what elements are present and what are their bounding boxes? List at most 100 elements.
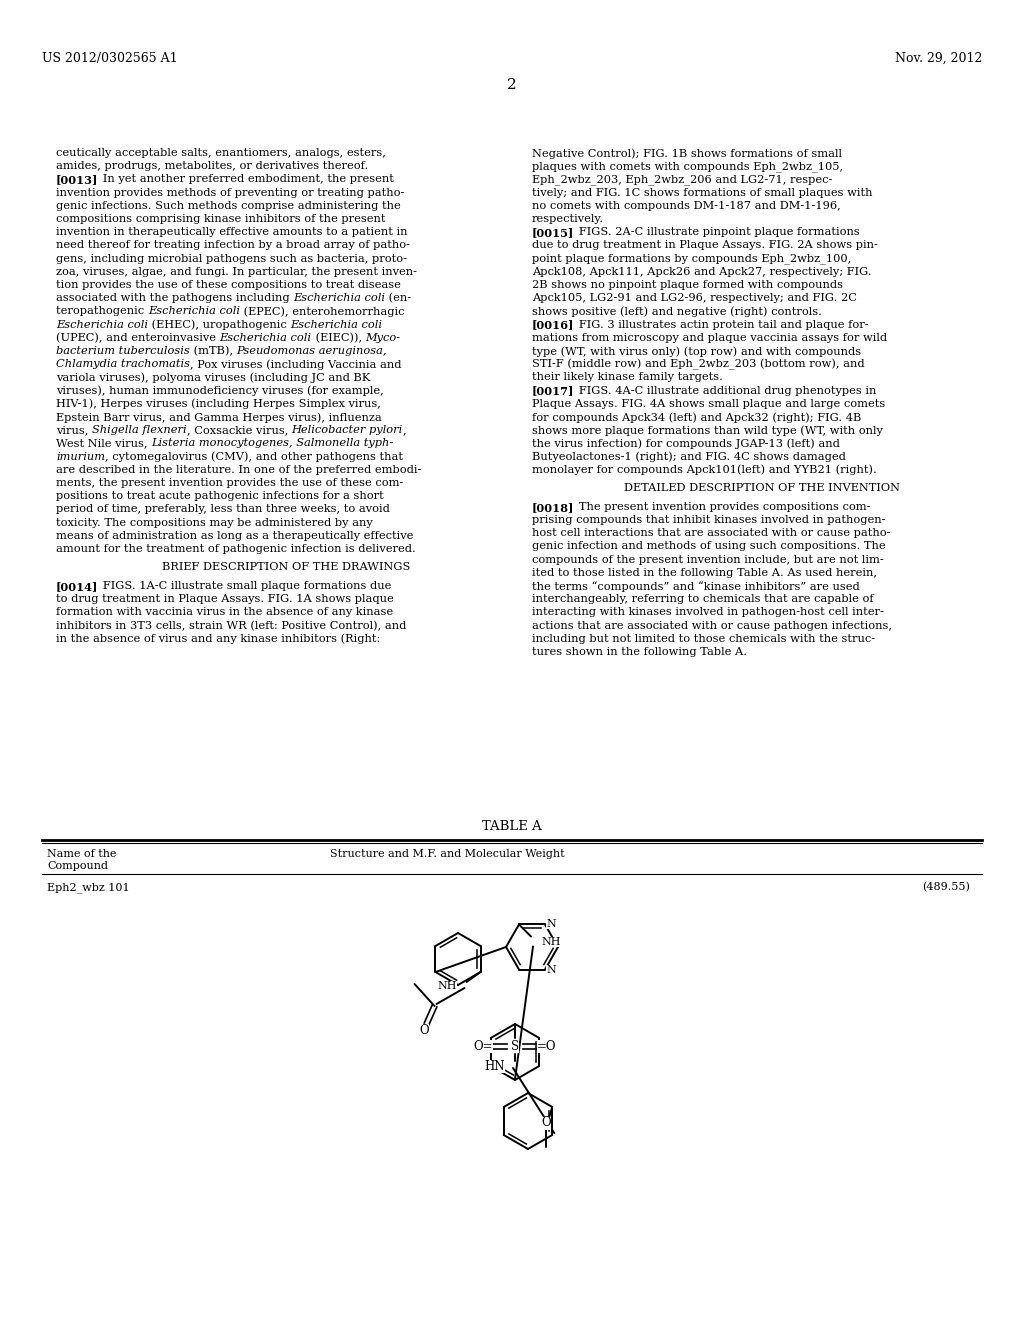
Text: Butyeolactones-1 (right); and FIG. 4C shows damaged: Butyeolactones-1 (right); and FIG. 4C sh… <box>532 451 846 462</box>
Text: tion provides the use of these compositions to treat disease: tion provides the use of these compositi… <box>56 280 400 290</box>
Text: means of administration as long as a therapeutically effective: means of administration as long as a the… <box>56 531 414 541</box>
Text: FIGS. 2A-C illustrate pinpoint plaque formations: FIGS. 2A-C illustrate pinpoint plaque fo… <box>568 227 860 238</box>
Text: shows more plaque formations than wild type (WT, with only: shows more plaque formations than wild t… <box>532 425 883 436</box>
Text: compositions comprising kinase inhibitors of the present: compositions comprising kinase inhibitor… <box>56 214 385 224</box>
Text: Nov. 29, 2012: Nov. 29, 2012 <box>895 51 982 65</box>
Text: tures shown in the following Table A.: tures shown in the following Table A. <box>532 647 746 657</box>
Text: , Coxsackie virus,: , Coxsackie virus, <box>186 425 292 436</box>
Text: Helicobacter pylori: Helicobacter pylori <box>292 425 402 436</box>
Text: STI-F (middle row) and Eph_2wbz_203 (bottom row), and: STI-F (middle row) and Eph_2wbz_203 (bot… <box>532 359 864 371</box>
Text: Pseudomonas aeruginosa,: Pseudomonas aeruginosa, <box>237 346 387 356</box>
Text: Escherichia coli: Escherichia coli <box>293 293 385 304</box>
Text: FIG. 3 illustrates actin protein tail and plaque for-: FIG. 3 illustrates actin protein tail an… <box>568 319 868 330</box>
Text: variola viruses), polyoma viruses (including JC and BK: variola viruses), polyoma viruses (inclu… <box>56 372 371 383</box>
Text: tively; and FIG. 1C shows formations of small plaques with: tively; and FIG. 1C shows formations of … <box>532 187 872 198</box>
Text: viruses), human immunodeficiency viruses (for example,: viruses), human immunodeficiency viruses… <box>56 385 384 396</box>
Text: In yet another preferred embodiment, the present: In yet another preferred embodiment, the… <box>92 174 394 185</box>
Text: inhibitors in 3T3 cells, strain WR (left: Positive Control), and: inhibitors in 3T3 cells, strain WR (left… <box>56 620 407 631</box>
Text: [0016]: [0016] <box>532 319 574 330</box>
Text: TABLE A: TABLE A <box>482 820 542 833</box>
Text: Shigella flexneri: Shigella flexneri <box>92 425 186 436</box>
Text: ments, the present invention provides the use of these com-: ments, the present invention provides th… <box>56 478 403 488</box>
Text: type (WT, with virus only) (top row) and with compounds: type (WT, with virus only) (top row) and… <box>532 346 861 356</box>
Text: NH: NH <box>541 937 560 948</box>
Text: need thereof for treating infection by a broad array of patho-: need thereof for treating infection by a… <box>56 240 410 251</box>
Text: NH: NH <box>437 981 457 991</box>
Text: O: O <box>420 1023 429 1036</box>
Text: compounds of the present invention include, but are not lim-: compounds of the present invention inclu… <box>532 554 884 565</box>
Text: including but not limited to those chemicals with the struc-: including but not limited to those chemi… <box>532 634 876 644</box>
Text: teropathogenic: teropathogenic <box>56 306 147 317</box>
Text: plaques with comets with compounds Eph_2wbz_105,: plaques with comets with compounds Eph_2… <box>532 161 843 172</box>
Text: ,: , <box>402 425 407 436</box>
Text: point plaque formations by compounds Eph_2wbz_100,: point plaque formations by compounds Eph… <box>532 253 851 264</box>
Text: the terms “compounds” and “kinase inhibitors” are used: the terms “compounds” and “kinase inhibi… <box>532 581 860 591</box>
Text: =O: =O <box>537 1040 556 1052</box>
Text: N: N <box>546 965 556 974</box>
Text: amount for the treatment of pathogenic infection is delivered.: amount for the treatment of pathogenic i… <box>56 544 416 554</box>
Text: (EPEC), enterohemorrhagic: (EPEC), enterohemorrhagic <box>240 306 404 317</box>
Text: Name of the
Compound: Name of the Compound <box>47 849 117 871</box>
Text: are described in the literature. In one of the preferred embodi-: are described in the literature. In one … <box>56 465 421 475</box>
Text: [0015]: [0015] <box>532 227 574 238</box>
Text: Escherichia coli: Escherichia coli <box>291 319 382 330</box>
Text: (489.55): (489.55) <box>923 882 970 892</box>
Text: Structure and M.F. and Molecular Weight: Structure and M.F. and Molecular Weight <box>330 849 564 859</box>
Text: US 2012/0302565 A1: US 2012/0302565 A1 <box>42 51 177 65</box>
Text: mations from microscopy and plaque vaccinia assays for wild: mations from microscopy and plaque vacci… <box>532 333 887 343</box>
Text: genic infections. Such methods comprise administering the: genic infections. Such methods comprise … <box>56 201 400 211</box>
Text: actions that are associated with or cause pathogen infections,: actions that are associated with or caus… <box>532 620 892 631</box>
Text: Escherichia coli: Escherichia coli <box>56 319 148 330</box>
Text: ceutically acceptable salts, enantiomers, analogs, esters,: ceutically acceptable salts, enantiomers… <box>56 148 386 158</box>
Text: O: O <box>542 1117 551 1130</box>
Text: O=: O= <box>473 1040 493 1052</box>
Text: N: N <box>546 920 556 929</box>
Text: (en-: (en- <box>385 293 412 304</box>
Text: genic infection and methods of using such compositions. The: genic infection and methods of using suc… <box>532 541 886 552</box>
Text: S: S <box>511 1040 519 1052</box>
Text: [0018]: [0018] <box>532 502 574 512</box>
Text: Listeria monocytogenes, Salmonella typh-: Listeria monocytogenes, Salmonella typh- <box>152 438 393 449</box>
Text: imurium: imurium <box>56 451 105 462</box>
Text: Escherichia coli: Escherichia coli <box>219 333 311 343</box>
Text: , Pox viruses (including Vaccinia and: , Pox viruses (including Vaccinia and <box>190 359 401 370</box>
Text: shows positive (left) and negative (right) controls.: shows positive (left) and negative (righ… <box>532 306 822 317</box>
Text: (EIEC)),: (EIEC)), <box>311 333 366 343</box>
Text: HIV-1), Herpes viruses (including Herpes Simplex virus,: HIV-1), Herpes viruses (including Herpes… <box>56 399 381 409</box>
Text: monolayer for compounds Apck101(left) and YYB21 (right).: monolayer for compounds Apck101(left) an… <box>532 465 877 475</box>
Text: Negative Control); FIG. 1B shows formations of small: Negative Control); FIG. 1B shows formati… <box>532 148 842 158</box>
Text: toxicity. The compositions may be administered by any: toxicity. The compositions may be admini… <box>56 517 373 528</box>
Text: respectively.: respectively. <box>532 214 604 224</box>
Text: [0013]: [0013] <box>56 174 98 185</box>
Text: FIGS. 4A-C illustrate additional drug phenotypes in: FIGS. 4A-C illustrate additional drug ph… <box>568 385 877 396</box>
Text: the virus infection) for compounds JGAP-13 (left) and: the virus infection) for compounds JGAP-… <box>532 438 840 449</box>
Text: Plaque Assays. FIG. 4A shows small plaque and large comets: Plaque Assays. FIG. 4A shows small plaqu… <box>532 399 886 409</box>
Text: interchangeably, referring to chemicals that are capable of: interchangeably, referring to chemicals … <box>532 594 873 605</box>
Text: ited to those listed in the following Table A. As used herein,: ited to those listed in the following Ta… <box>532 568 877 578</box>
Text: HN: HN <box>484 1060 505 1072</box>
Text: zoa, viruses, algae, and fungi. In particular, the present inven-: zoa, viruses, algae, and fungi. In parti… <box>56 267 417 277</box>
Text: (UPEC), and enteroinvasive: (UPEC), and enteroinvasive <box>56 333 219 343</box>
Text: Epstein Barr virus, and Gamma Herpes virus), influenza: Epstein Barr virus, and Gamma Herpes vir… <box>56 412 382 422</box>
Text: bacterium tuberculosis: bacterium tuberculosis <box>56 346 189 356</box>
Text: Escherichia coli: Escherichia coli <box>147 306 240 317</box>
Text: amides, prodrugs, metabolites, or derivatives thereof.: amides, prodrugs, metabolites, or deriva… <box>56 161 369 172</box>
Text: virus,: virus, <box>56 425 92 436</box>
Text: their likely kinase family targets.: their likely kinase family targets. <box>532 372 723 383</box>
Text: invention in therapeutically effective amounts to a patient in: invention in therapeutically effective a… <box>56 227 408 238</box>
Text: [0017]: [0017] <box>532 385 574 396</box>
Text: formation with vaccinia virus in the absence of any kinase: formation with vaccinia virus in the abs… <box>56 607 393 618</box>
Text: (mTB),: (mTB), <box>189 346 237 356</box>
Text: interacting with kinases involved in pathogen-host cell inter-: interacting with kinases involved in pat… <box>532 607 884 618</box>
Text: 2: 2 <box>507 78 517 92</box>
Text: for compounds Apck34 (left) and Apck32 (right); FIG. 4B: for compounds Apck34 (left) and Apck32 (… <box>532 412 861 422</box>
Text: to drug treatment in Plaque Assays. FIG. 1A shows plaque: to drug treatment in Plaque Assays. FIG.… <box>56 594 394 605</box>
Text: Myco-: Myco- <box>366 333 400 343</box>
Text: invention provides methods of preventing or treating patho-: invention provides methods of preventing… <box>56 187 404 198</box>
Text: period of time, preferably, less than three weeks, to avoid: period of time, preferably, less than th… <box>56 504 390 515</box>
Text: West Nile virus,: West Nile virus, <box>56 438 152 449</box>
Text: Apck105, LG2-91 and LG2-96, respectively; and FIG. 2C: Apck105, LG2-91 and LG2-96, respectively… <box>532 293 857 304</box>
Text: due to drug treatment in Plaque Assays. FIG. 2A shows pin-: due to drug treatment in Plaque Assays. … <box>532 240 878 251</box>
Text: Eph2_wbz 101: Eph2_wbz 101 <box>47 882 130 892</box>
Text: 2B shows no pinpoint plaque formed with compounds: 2B shows no pinpoint plaque formed with … <box>532 280 843 290</box>
